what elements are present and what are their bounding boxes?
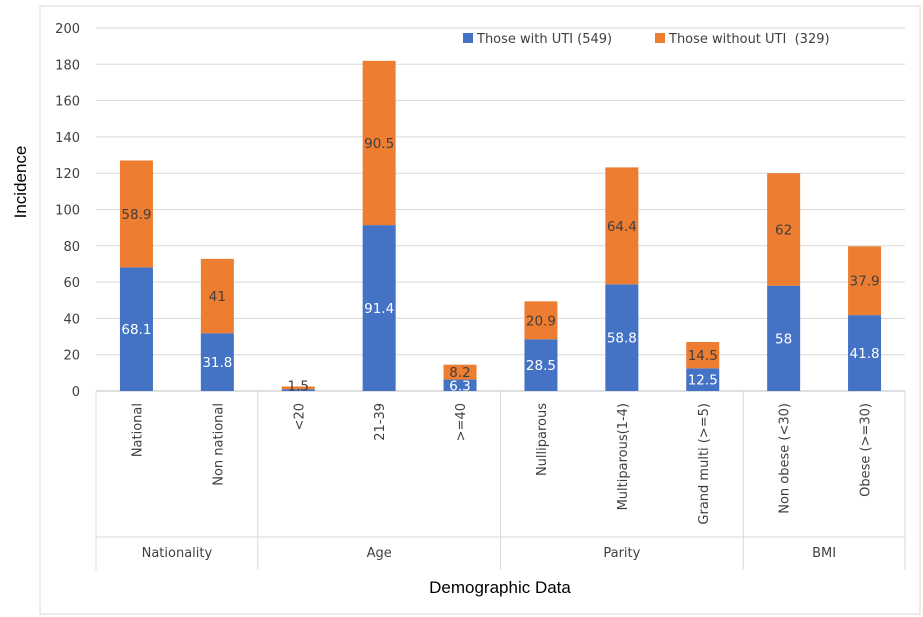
- category-label: 21-39: [373, 403, 388, 441]
- bar-with-uti: [200, 333, 234, 391]
- bar-with-uti: [443, 379, 477, 391]
- data-label-without-uti: 41: [209, 289, 226, 305]
- bar-without-uti: [848, 246, 882, 316]
- category-label: Non national: [211, 403, 226, 486]
- data-label-with-uti: 6.3: [449, 378, 470, 394]
- category-label: >=40: [454, 403, 469, 441]
- bar-without-uti: [524, 301, 558, 340]
- data-label-with-uti: 12.5: [688, 373, 718, 389]
- bar-with-uti: [362, 225, 396, 391]
- bar-with-uti: [767, 285, 801, 391]
- category-label: <20: [292, 403, 307, 430]
- data-label-without-uti: 1.5: [288, 378, 309, 394]
- group-label: Age: [367, 546, 392, 561]
- category-label: Nulliparous: [535, 403, 550, 476]
- y-tick-label: 120: [55, 167, 80, 182]
- category-label: Multiparous(1-4): [616, 403, 631, 510]
- legend-label-without-uti: Those without UTI (329): [668, 32, 830, 47]
- y-tick-label: 20: [63, 349, 80, 364]
- bar-with-uti: [119, 267, 153, 391]
- bar-without-uti: [605, 167, 639, 285]
- bar-with-uti: [524, 339, 558, 391]
- legend: Those with UTI (549) Those without UTI (…: [463, 32, 830, 47]
- bar-with-uti: [686, 368, 720, 391]
- legend-label-with-uti: Those with UTI (549): [476, 32, 612, 47]
- bar-without-uti: [686, 341, 720, 369]
- data-label-without-uti: 8.2: [449, 365, 470, 381]
- data-label-with-uti: 28.5: [526, 358, 556, 374]
- data-label-with-uti: 31.8: [202, 355, 232, 371]
- y-axis-title: Incidence: [11, 146, 30, 219]
- category-axis: National Non national <20 21-39 >=40 Nullipar…: [95, 391, 906, 570]
- category-label: Non obese (<30): [778, 403, 793, 514]
- y-tick-label: 140: [55, 131, 80, 146]
- data-label-without-uti: 64.4: [607, 219, 637, 235]
- y-tick-labels: 0 20 40 60 80 100 120 140 160 180 200: [55, 22, 80, 400]
- legend-swatch-with-uti: [463, 33, 473, 43]
- bar-without-uti: [119, 160, 153, 268]
- bar-with-uti: [281, 389, 315, 391]
- category-label: National: [130, 403, 145, 457]
- y-tick-label: 160: [55, 95, 80, 110]
- y-tick-label: 80: [63, 240, 80, 255]
- group-label: Nationality: [142, 546, 213, 561]
- category-label: Grand multi (>=5): [697, 403, 712, 525]
- group-label: BMI: [812, 546, 836, 561]
- bar-without-uti: [767, 173, 801, 286]
- bar-without-uti: [281, 386, 315, 390]
- data-label-without-uti: 20.9: [526, 313, 556, 329]
- y-tick-label: 0: [72, 385, 80, 400]
- x-axis-title: Demographic Data: [429, 578, 571, 597]
- data-label-without-uti: 90.5: [364, 136, 394, 152]
- bars: [119, 60, 882, 391]
- data-label-with-uti: 91.4: [364, 301, 394, 317]
- data-label-with-uti: 41.8: [850, 346, 880, 362]
- data-label-with-uti: 58: [775, 331, 792, 347]
- data-label-with-uti: 58.8: [607, 331, 637, 347]
- y-tick-label: 60: [63, 276, 80, 291]
- data-label-without-uti: 62: [775, 222, 792, 238]
- data-labels: 68.1 58.9 31.8 41 1.5 91.4 90.5 6.38.2 28.5 20.9 5…: [121, 136, 879, 394]
- y-tick-label: 40: [63, 312, 80, 327]
- legend-swatch-without-uti: [655, 33, 665, 43]
- y-tick-label: 200: [55, 22, 80, 37]
- bar-without-uti: [443, 364, 477, 380]
- data-label-without-uti: 58.9: [121, 207, 151, 223]
- bar-with-uti: [605, 284, 639, 391]
- y-tick-label: 180: [55, 58, 80, 73]
- data-label-without-uti: 14.5: [688, 348, 718, 364]
- data-label-without-uti: 37.9: [850, 274, 880, 290]
- bar-without-uti: [200, 258, 234, 334]
- group-label: Parity: [603, 546, 640, 561]
- y-tick-label: 100: [55, 204, 80, 219]
- category-label: Obese (>=30): [859, 403, 874, 497]
- data-label-with-uti: 68.1: [121, 322, 151, 338]
- bar-without-uti: [362, 60, 396, 226]
- bar-with-uti: [848, 315, 882, 391]
